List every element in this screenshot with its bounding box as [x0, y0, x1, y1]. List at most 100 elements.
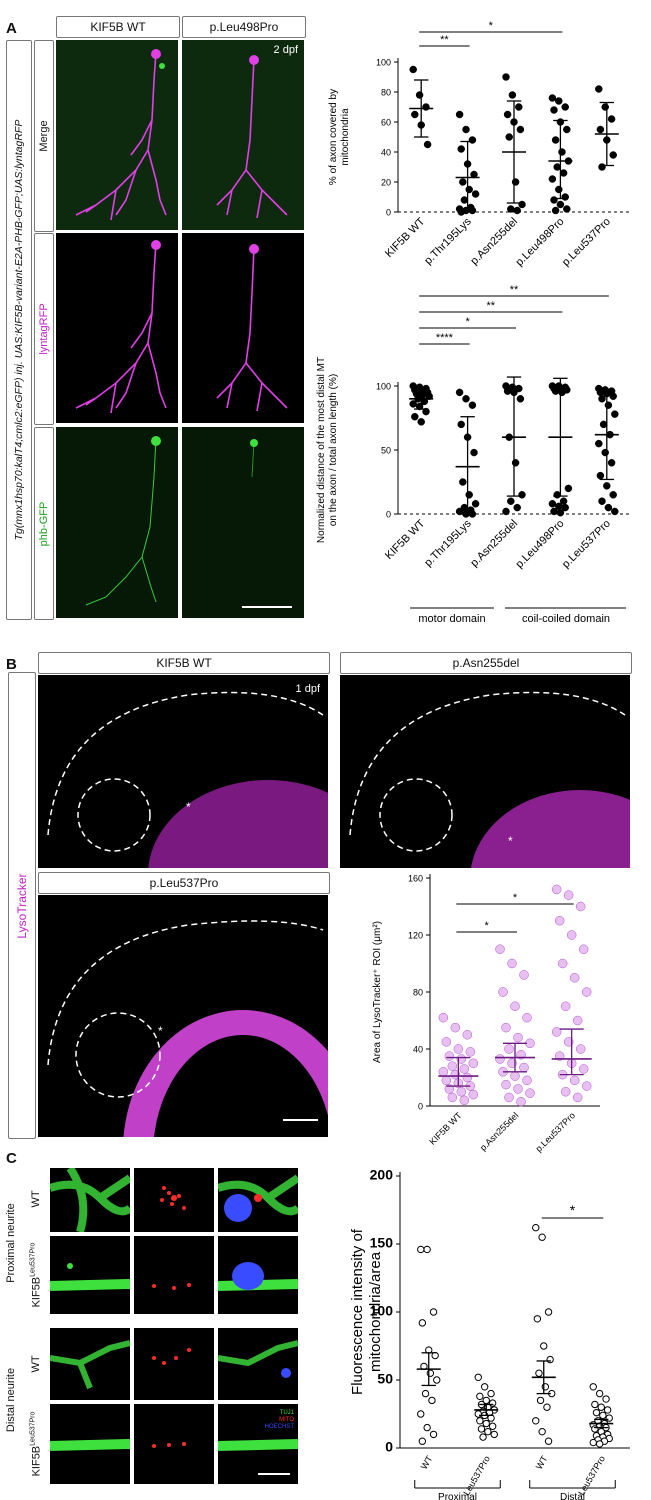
chart2-y-label: Normalized distance of the most distal M… [316, 357, 339, 543]
chart3-y-label: Area of LysoTracker⁺ ROI (μm²) [372, 921, 383, 1063]
micrograph-a-phb-gfp-wt [56, 427, 178, 618]
chart2-data-point [515, 384, 523, 393]
chart1-data-point [555, 97, 563, 105]
chart4-data-point [477, 1400, 486, 1409]
row-label-c-mut-1: KIF5BLeu537Pro [24, 1236, 48, 1314]
chart2-sig-label: ** [510, 284, 519, 296]
chart3-data-point [563, 1037, 574, 1047]
chart4-data-point [428, 1396, 436, 1405]
chart4-data-point [544, 1308, 553, 1316]
chart2-group-label: coil-coiled domain [522, 613, 610, 625]
chart4-data-point [546, 1355, 554, 1364]
chart2-data-point [420, 397, 429, 406]
chart1-data-point [462, 206, 470, 215]
chart1-data-point [511, 178, 520, 186]
chart3-data-point [569, 1075, 580, 1086]
chart4-x-tick-label: WT [419, 1454, 435, 1472]
chart4-group-label: Distal [560, 1492, 585, 1500]
chart3-data-point [501, 1022, 511, 1033]
chart4-data-point [536, 1396, 545, 1405]
chart2-data-point [556, 508, 565, 517]
chart1-data-point [553, 163, 561, 171]
chart2-data-point [471, 500, 480, 508]
chart3-data-point [468, 1058, 479, 1068]
chart3-y-tick-label: 120 [408, 931, 423, 941]
chart4-y-tick-label: 0 [385, 1439, 393, 1455]
proximal-neurite-text: Proximal neurite [5, 1203, 17, 1283]
chart4-data-point [532, 1223, 540, 1232]
micrograph-c-prox-mut-tuj1 [50, 1236, 130, 1314]
chart1-data-point [601, 103, 609, 111]
micrograph-a-lyntagrfp-wt [56, 233, 178, 423]
chart1-data-point [595, 85, 603, 93]
chart4-data-point [591, 1400, 599, 1409]
panel-a-genotype-label: Tg(mnx1hsp70:kalT4;cmlc2:eGFP) inj. UAS:… [6, 40, 32, 620]
chart1-data-point [503, 110, 512, 119]
chart3-data-point [566, 1058, 577, 1068]
chart3-data-point [522, 1012, 532, 1023]
chart4-data-point [603, 1406, 612, 1414]
chart4-data-point [474, 1373, 482, 1381]
distal-neurite-text: Distal neurite [5, 1367, 17, 1433]
chart2-data-point [460, 503, 469, 512]
chart1-data-point [455, 205, 464, 213]
chart4-data-point [594, 1417, 602, 1425]
chart1-data-point [609, 151, 617, 159]
chart1-data-point [563, 205, 571, 213]
chart4-data-point [484, 1427, 492, 1436]
micrograph-c-prox-wt-mito [134, 1168, 214, 1232]
proximal-neurite-label: Proximal neurite [4, 1168, 18, 1318]
chart1-data-point [598, 163, 606, 171]
chart1-data-point [555, 185, 563, 194]
chart4-x-tick-label: Leu537Pro [576, 1454, 607, 1497]
chart3-y-tick-label: 80 [413, 988, 423, 998]
row-label-merge-text: Merge [38, 120, 50, 152]
chart1-data-point [607, 115, 616, 123]
chart4-data-point [599, 1411, 607, 1420]
chart2-data-point [415, 383, 424, 392]
chart2-data-point [508, 383, 517, 392]
chart2-data-point [607, 387, 616, 395]
chart2-data-point [412, 389, 421, 398]
chart4-data-point [589, 1421, 597, 1429]
chart3-data-point [525, 1038, 535, 1049]
chart2-data-point [417, 387, 425, 395]
chart2-y-tick-label: 100 [376, 382, 391, 392]
row-label-phb-gfp: phb-GFP [34, 427, 54, 620]
chart3-data-point [441, 1075, 452, 1086]
panel-c-letter: C [6, 1150, 17, 1167]
chart2-data-point [604, 401, 613, 409]
chart3-x-tick-label: KIF5B WT [427, 1110, 464, 1147]
chart4-data-point [597, 1427, 605, 1436]
chart1-data-point [551, 136, 560, 144]
chart1-data-point [459, 178, 467, 186]
chart1-y-tick-label: 20 [381, 178, 391, 188]
chart3-data-point [447, 1092, 458, 1103]
chart3-x-tick-label: p.Asn255del [478, 1110, 520, 1152]
chart4-data-point [418, 1319, 427, 1327]
micrograph-c-dist-mut-mito [134, 1404, 214, 1484]
chart2-data-point [417, 418, 425, 426]
row-label-c-wt-2-text: WT [30, 1355, 42, 1373]
chart3-data-point [516, 1049, 526, 1060]
row-label-c-wt-2: WT [24, 1328, 48, 1400]
chart2-data-point [518, 491, 526, 499]
chart3-sig-label: * [485, 920, 490, 932]
legend-hoechst: HOECHST [264, 1424, 294, 1430]
chart2-data-point [455, 507, 464, 516]
chart4-data-point [532, 1417, 540, 1425]
chart3-data-point [581, 987, 592, 997]
chart1-data-point [460, 196, 469, 204]
chart1-data-point [455, 110, 464, 119]
chart3-data-point [551, 884, 562, 895]
micrograph-c-dist-wt-merge [218, 1328, 298, 1400]
chart2-y-tick-label: 0 [386, 510, 391, 520]
chart1-data-point [518, 200, 526, 209]
chart4-data-point [433, 1376, 441, 1384]
chart3-data-point [444, 1084, 455, 1094]
chart2-data-point [559, 497, 568, 505]
chart4-data-point [595, 1422, 604, 1430]
chart1-data-point [457, 145, 465, 153]
chart1-x-tick-label: p.Leu537Pro [560, 216, 613, 269]
chart2-data-point [411, 412, 419, 421]
